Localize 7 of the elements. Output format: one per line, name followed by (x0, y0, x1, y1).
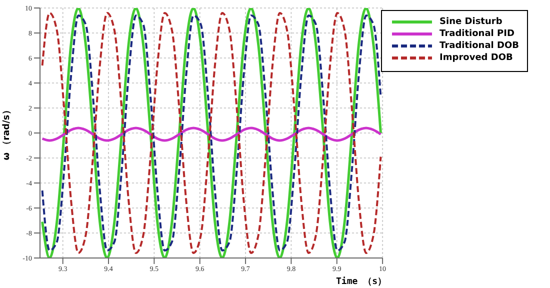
legend-label: Traditional PID (440, 29, 514, 39)
legend-label: Traditional DOB (440, 41, 519, 51)
legend-label: Improved DOB (440, 53, 513, 63)
line-series (41, 126, 382, 142)
y-axis-title: ω （rad/s） (2, 106, 12, 160)
legend-label: Sine Disturb (440, 17, 502, 27)
x-axis-title: Time （s） (336, 276, 387, 287)
